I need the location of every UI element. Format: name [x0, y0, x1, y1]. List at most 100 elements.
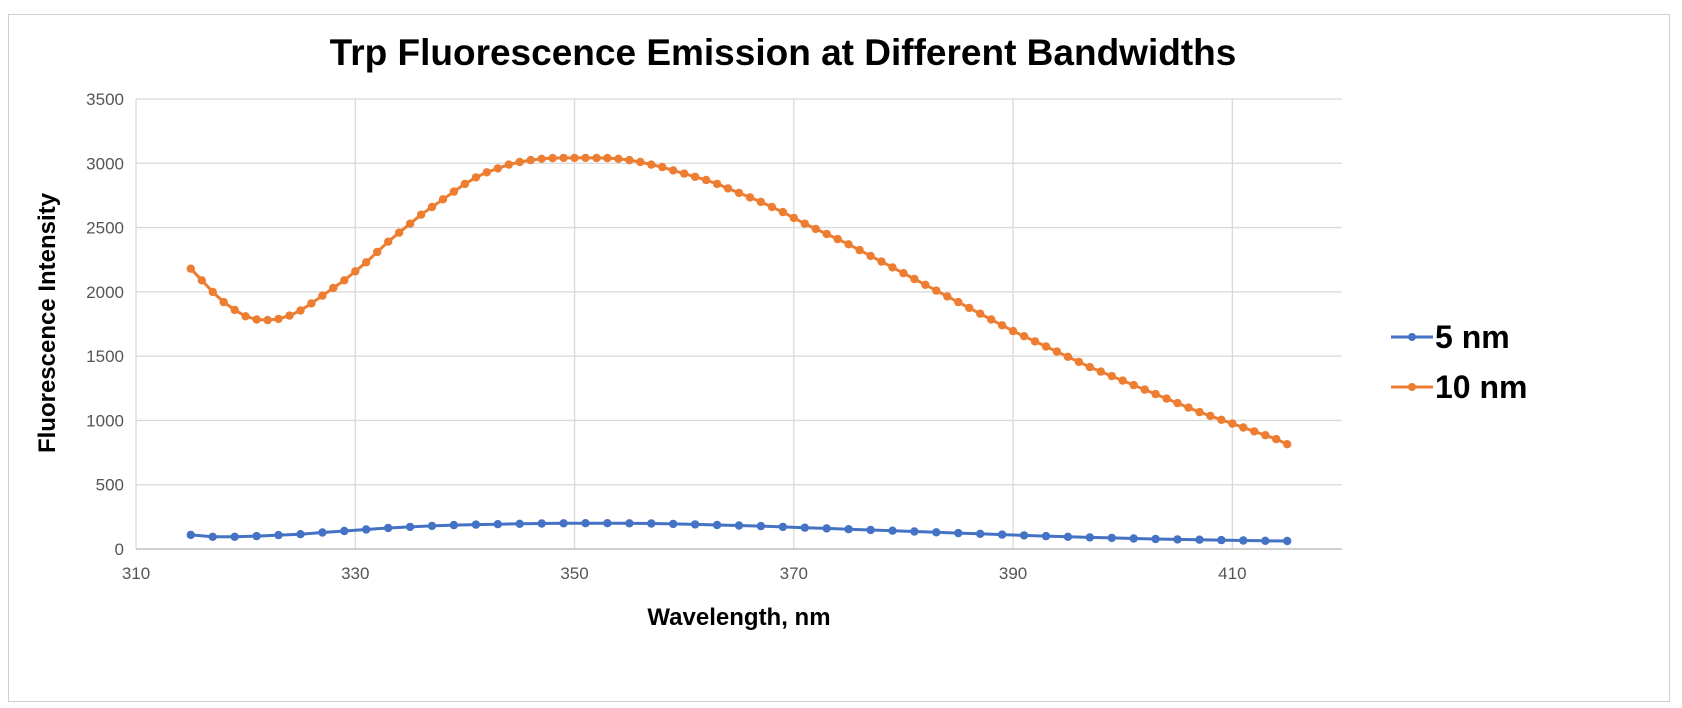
data-point [1206, 411, 1215, 421]
data-point [954, 297, 963, 307]
data-point [285, 311, 294, 320]
data-point [537, 519, 546, 528]
data-point [976, 529, 985, 538]
data-point [1129, 534, 1138, 543]
data-point [1195, 535, 1204, 544]
data-point [427, 202, 437, 212]
data-point [1184, 403, 1193, 412]
data-point [603, 153, 612, 163]
data-point [1129, 380, 1138, 390]
data-point [997, 321, 1007, 330]
data-point [1261, 536, 1270, 545]
data-point [307, 299, 316, 308]
data-point [997, 530, 1007, 539]
data-point [318, 528, 327, 537]
y-tick-label: 1000 [86, 411, 124, 430]
line-chart: 0 500 1000 1500 2000 2500 3000 3500 310 330 350 37… [34, 32, 1527, 631]
data-point [625, 155, 634, 165]
data-point [1063, 352, 1073, 361]
data-point [296, 306, 305, 315]
data-point [592, 153, 601, 163]
data-point [384, 523, 393, 533]
data-point [669, 166, 678, 175]
data-point [647, 519, 656, 528]
x-tick-label: 310 [122, 564, 150, 583]
data-point [581, 519, 590, 528]
gridlines [135, 98, 1342, 549]
data-point [932, 528, 941, 537]
data-point [943, 292, 952, 301]
data-point [1019, 531, 1029, 540]
data-point [197, 276, 206, 285]
data-point [690, 172, 700, 181]
data-point [636, 157, 645, 167]
y-tick-label: 2500 [86, 219, 124, 238]
y-tick-label: 500 [96, 476, 124, 495]
data-point [1041, 342, 1051, 351]
data-point [1008, 326, 1018, 336]
data-point [778, 207, 788, 217]
legend-marker-5nm [1408, 333, 1416, 341]
data-point [789, 213, 798, 223]
legend-marker-10nm [1408, 383, 1416, 391]
x-tick-label: 350 [560, 564, 588, 583]
data-point [241, 312, 250, 321]
data-point [976, 309, 985, 318]
data-point [712, 179, 722, 189]
legend: 5 nm 10 nm [1391, 319, 1527, 405]
data-point [1228, 419, 1237, 428]
chart-title: Trp Fluorescence Emission at Different B… [330, 32, 1237, 73]
legend-label-10nm: 10 nm [1435, 369, 1527, 405]
data-point [318, 291, 327, 300]
data-point [252, 315, 261, 324]
data-point [855, 245, 864, 255]
data-point [1151, 534, 1160, 544]
data-point [581, 153, 590, 163]
data-point [1272, 434, 1281, 444]
data-point [384, 237, 393, 246]
data-point [1140, 385, 1149, 394]
x-tick-label: 330 [341, 564, 369, 583]
data-point [1052, 347, 1062, 356]
data-point [866, 525, 875, 535]
data-point [515, 157, 524, 167]
data-point [690, 520, 700, 529]
data-point [756, 197, 766, 207]
data-point [329, 283, 338, 293]
data-point [186, 530, 195, 540]
data-point [800, 219, 809, 228]
data-point [844, 240, 853, 249]
series [186, 153, 1292, 546]
data-point [844, 525, 853, 534]
data-point [219, 297, 228, 307]
data-point [504, 160, 513, 169]
data-point [833, 234, 842, 244]
data-point [822, 524, 831, 533]
data-point [186, 264, 195, 273]
data-point [1162, 394, 1171, 403]
data-point [1019, 332, 1029, 341]
data-point [1173, 535, 1182, 544]
data-point [1085, 362, 1095, 372]
x-tick-label: 410 [1218, 564, 1246, 583]
data-point [1173, 398, 1182, 408]
data-point [537, 154, 546, 163]
data-point [1085, 533, 1095, 542]
data-point [296, 530, 305, 539]
data-point [756, 521, 766, 531]
data-point [603, 519, 612, 528]
data-point [493, 164, 502, 173]
data-point [888, 263, 897, 272]
data-point [1239, 423, 1248, 432]
data-point [723, 184, 733, 193]
x-tick-label: 390 [999, 564, 1027, 583]
data-point [614, 154, 623, 163]
data-point [559, 153, 568, 163]
data-point [1107, 371, 1117, 381]
data-point [745, 193, 755, 202]
data-point [427, 521, 437, 531]
data-point [515, 519, 524, 528]
x-tick-label: 370 [780, 564, 808, 583]
data-point [252, 531, 261, 541]
data-point [899, 269, 908, 278]
